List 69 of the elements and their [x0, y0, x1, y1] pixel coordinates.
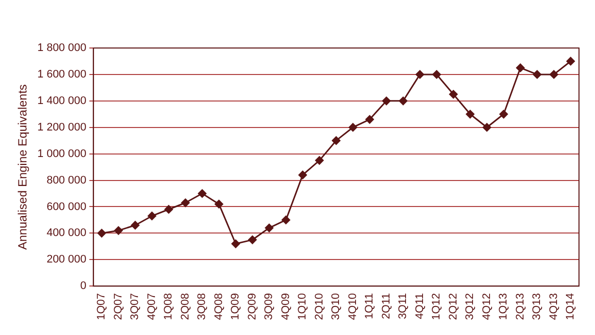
point	[566, 56, 575, 66]
point	[416, 70, 424, 79]
point	[181, 198, 190, 208]
x-tick-label: 2Q10	[313, 293, 326, 320]
point	[499, 110, 508, 118]
y-tick-label: 1 000 000	[37, 148, 86, 160]
point	[130, 220, 140, 230]
y-tick-label: 200 000	[46, 254, 86, 266]
x-tick-label: 1Q09	[230, 293, 242, 320]
point	[348, 123, 358, 132]
point	[198, 189, 206, 198]
y-tick-label: 800 000	[46, 174, 86, 186]
x-tick-label: 1Q14	[564, 293, 577, 320]
x-tick-label: 3Q12	[464, 293, 476, 320]
x-tick-label: 1Q07	[96, 293, 108, 320]
point	[97, 228, 106, 238]
point	[282, 216, 290, 224]
x-tick-label: 1Q10	[296, 293, 309, 320]
point	[532, 70, 542, 79]
point	[298, 170, 307, 180]
y-axis-title: Annualised Engine Equivalents	[16, 84, 30, 250]
point	[231, 240, 240, 248]
y-tick-label: 1 600 000	[37, 68, 86, 80]
point	[264, 224, 274, 232]
y-tick-label: 1 800 000	[37, 42, 86, 54]
point	[164, 205, 173, 214]
x-tick-label: 3Q07	[129, 293, 142, 320]
x-tick-label: 3Q11	[397, 293, 410, 320]
point	[398, 96, 408, 106]
point	[214, 200, 224, 208]
point	[449, 90, 458, 99]
point	[332, 136, 340, 145]
x-tick-label: 1Q11	[364, 293, 376, 320]
x-tick-label: 2Q09	[246, 293, 258, 320]
x-tick-label: 2Q07	[112, 293, 124, 320]
x-tick-label: 2Q13	[514, 293, 526, 320]
x-tick-label: 2Q08	[179, 293, 192, 320]
point	[382, 96, 391, 106]
x-tick-label: 3Q10	[330, 293, 342, 320]
y-tick-label: 600 000	[46, 200, 86, 213]
point	[482, 123, 492, 132]
x-tick-label: 4Q10	[346, 293, 359, 320]
y-tick-label: 400 000	[46, 227, 86, 240]
point	[432, 70, 441, 79]
x-tick-label: 3Q13	[531, 293, 544, 320]
x-tick-label: 4Q08	[212, 293, 225, 320]
x-tick-label: 3Q09	[263, 293, 276, 320]
x-tick-label: 1Q12	[430, 293, 443, 320]
x-tick-label: 2Q12	[447, 293, 460, 320]
point	[365, 115, 374, 124]
x-tick-label: 1Q13	[498, 293, 510, 320]
x-tick-label: 1Q08	[162, 293, 175, 320]
x-tick-label: 4Q12	[480, 293, 493, 320]
point	[516, 64, 525, 72]
point	[114, 226, 123, 235]
point	[466, 110, 474, 118]
point	[148, 212, 156, 220]
point	[550, 70, 558, 79]
x-tick-label: 4Q13	[548, 293, 560, 320]
x-tick-label: 4Q07	[146, 293, 158, 320]
x-tick-label: 3Q08	[196, 293, 208, 320]
point	[315, 156, 324, 165]
x-tick-label: 2Q11	[380, 293, 392, 320]
y-tick-label: 1 400 000	[37, 94, 86, 107]
point	[248, 236, 257, 244]
x-tick-label: 4Q11	[414, 293, 426, 320]
y-tick-label: 1 200 000	[37, 121, 86, 134]
y-tick-label: 0	[80, 280, 86, 292]
x-tick-label: 4Q09	[280, 293, 292, 320]
